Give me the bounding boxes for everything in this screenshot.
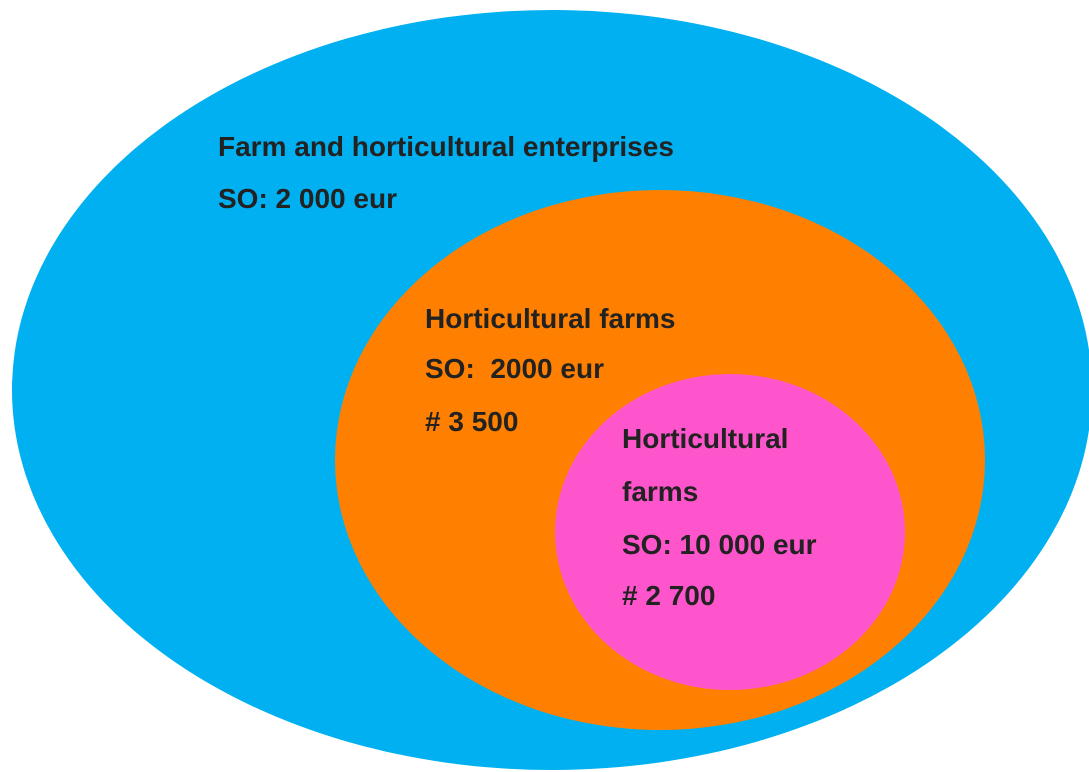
inner-ellipse bbox=[555, 374, 905, 690]
node-label: SO: 2000 eur bbox=[425, 353, 604, 384]
node-label: SO: 10 000 eur bbox=[622, 529, 817, 560]
node-label: Farm and horticultural enterprises bbox=[218, 131, 674, 162]
node-label: Horticultural bbox=[622, 423, 788, 454]
node-label: SO: 2 000 eur bbox=[218, 183, 397, 214]
node-label: Horticultural farms bbox=[425, 303, 676, 334]
node-label: # 2 700 bbox=[622, 580, 715, 611]
node-label: # 3 500 bbox=[425, 406, 518, 437]
node-label: farms bbox=[622, 476, 698, 507]
